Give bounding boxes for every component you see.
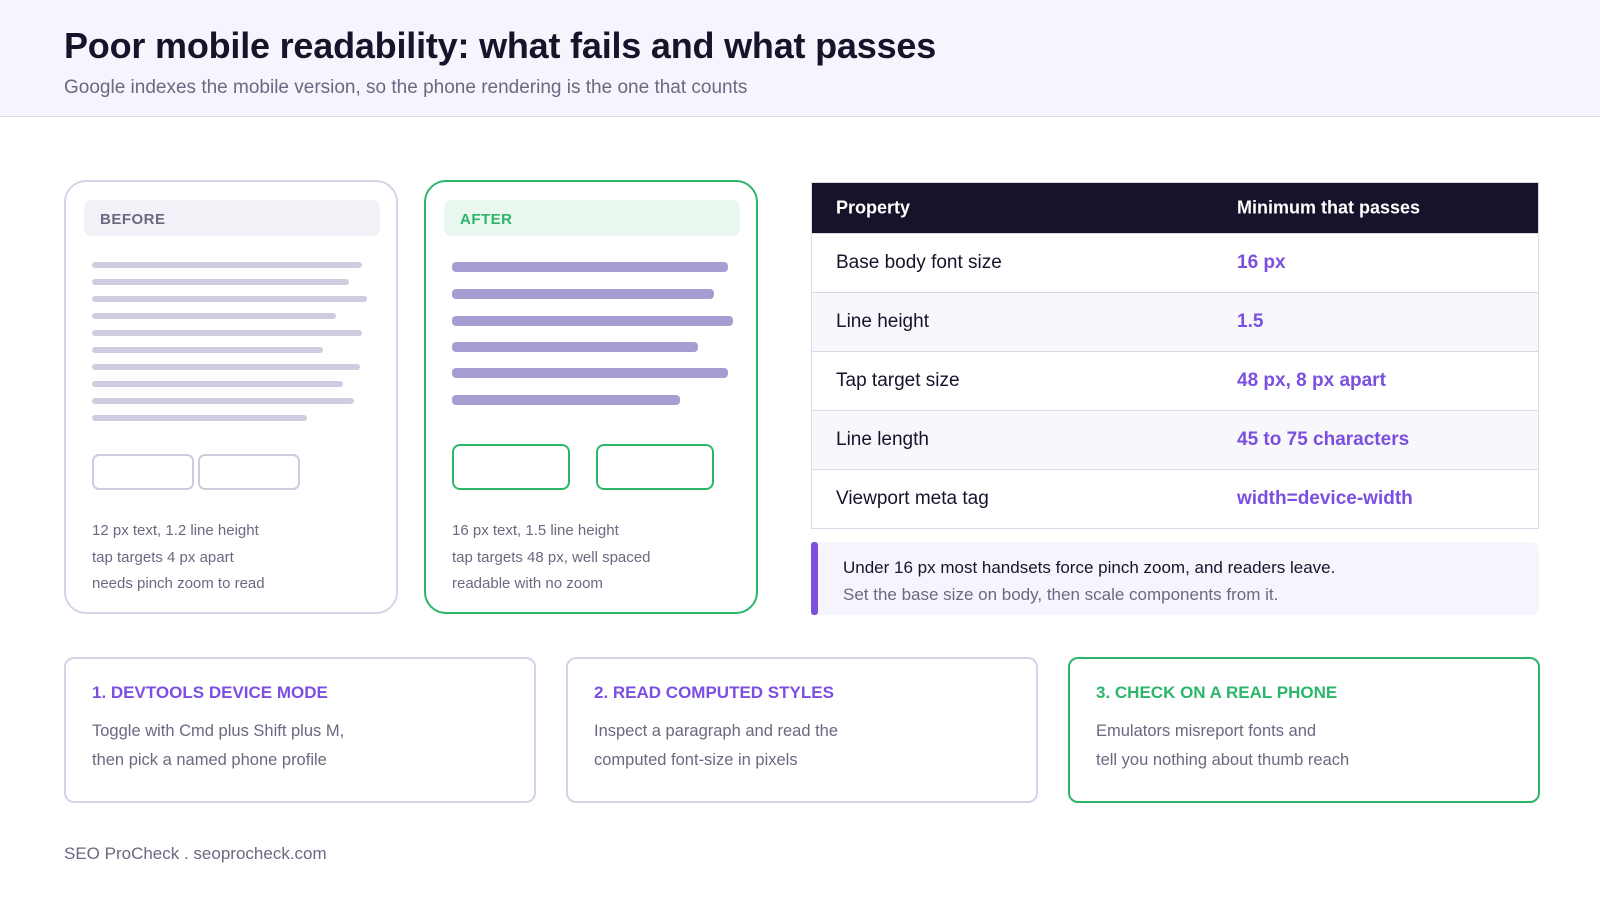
text-line-placeholder (92, 262, 362, 268)
property-cell: Line length (836, 429, 929, 450)
after-notes: 16 px text, 1.5 line height tap targets … (452, 518, 650, 598)
table-row: Tap target size 48 px, 8 px apart (812, 351, 1538, 410)
before-note: 12 px text, 1.2 line height (92, 522, 259, 539)
step-body-line: then pick a named phone profile (92, 751, 327, 769)
tap-target-placeholder (452, 444, 570, 490)
after-phone-mockup: AFTER 16 px text, 1.5 line height tap ta… (424, 180, 758, 614)
step-body: Emulators misreport fonts and tell you n… (1096, 717, 1349, 775)
text-line-placeholder (452, 368, 728, 378)
column-header-property: Property (836, 197, 911, 218)
minimum-cell: 48 px, 8 px apart (1237, 370, 1386, 391)
header: Poor mobile readability: what fails and … (0, 0, 1600, 117)
text-line-placeholder (452, 395, 680, 405)
minimum-cell: 1.5 (1237, 311, 1264, 332)
step-body: Toggle with Cmd plus Shift plus M, then … (92, 717, 344, 775)
step-card-devtools: 1. DEVTOOLS DEVICE MODE Toggle with Cmd … (64, 657, 536, 803)
minimum-cell: width=device-width (1237, 488, 1413, 509)
step-card-real-phone: 3. CHECK ON A REAL PHONE Emulators misre… (1068, 657, 1540, 803)
text-line-placeholder (92, 398, 354, 404)
minimum-cell: 16 px (1237, 252, 1286, 273)
requirements-table: Property Minimum that passes Base body f… (811, 182, 1539, 529)
property-cell: Base body font size (836, 252, 1002, 273)
callout-secondary-text: Set the base size on body, then scale co… (843, 585, 1279, 604)
footer-brand: SEO ProCheck . seoprocheck.com (64, 844, 327, 863)
step-title: 3. CHECK ON A REAL PHONE (1096, 683, 1338, 702)
text-line-placeholder (92, 313, 336, 319)
before-notes: 12 px text, 1.2 line height tap targets … (92, 518, 265, 598)
text-line-placeholder (452, 342, 698, 352)
step-body-line: tell you nothing about thumb reach (1096, 751, 1350, 769)
text-line-placeholder (452, 262, 728, 272)
text-line-placeholder (452, 289, 714, 299)
before-note: tap targets 4 px apart (92, 548, 234, 566)
property-cell: Tap target size (836, 370, 960, 391)
page-title: Poor mobile readability: what fails and … (64, 25, 937, 66)
step-title: 2. READ COMPUTED STYLES (594, 683, 834, 702)
step-body-line: Emulators misreport fonts and (1096, 722, 1317, 740)
tap-target-placeholder (596, 444, 714, 490)
text-line-placeholder (92, 296, 367, 302)
text-line-placeholder (92, 279, 349, 285)
text-line-placeholder (92, 347, 323, 353)
table-row: Line length 45 to 75 characters (812, 410, 1538, 469)
step-body: Inspect a paragraph and read the compute… (594, 717, 838, 775)
table-row: Viewport meta tag width=device-width (812, 469, 1538, 528)
text-line-placeholder (92, 330, 362, 336)
callout-primary-text: Under 16 px most handsets force pinch zo… (843, 558, 1336, 577)
tip-callout: Under 16 px most handsets force pinch zo… (811, 542, 1539, 615)
after-note: 16 px text, 1.5 line height (452, 522, 619, 539)
before-note: needs pinch zoom to read (92, 575, 265, 592)
step-title: 1. DEVTOOLS DEVICE MODE (92, 683, 328, 702)
page-subtitle: Google indexes the mobile version, so th… (64, 77, 748, 98)
step-body-line: Inspect a paragraph and read the (594, 722, 839, 740)
text-line-placeholder (92, 364, 360, 370)
after-label: AFTER (444, 200, 740, 236)
property-cell: Line height (836, 311, 929, 332)
step-body-line: Toggle with Cmd plus Shift plus M, (92, 722, 345, 740)
table-row: Base body font size 16 px (812, 233, 1538, 292)
step-body-line: computed font-size in pixels (594, 751, 798, 769)
minimum-cell: 45 to 75 characters (1237, 429, 1410, 450)
table-header-row: Property Minimum that passes (812, 183, 1538, 233)
callout-accent-bar (811, 542, 818, 615)
column-header-minimum: Minimum that passes (1237, 197, 1421, 218)
step-card-computed-styles: 2. READ COMPUTED STYLES Inspect a paragr… (566, 657, 1038, 803)
property-cell: Viewport meta tag (836, 488, 989, 509)
text-line-placeholder (92, 381, 343, 387)
after-note: tap targets 48 px, well spaced (452, 548, 651, 566)
before-label: BEFORE (84, 200, 380, 236)
text-line-placeholder (452, 316, 733, 326)
before-phone-mockup: BEFORE 12 px text, 1.2 line height tap t… (64, 180, 398, 614)
tap-target-placeholder (92, 454, 194, 490)
text-line-placeholder (92, 415, 307, 421)
tap-target-placeholder (198, 454, 300, 490)
after-note: readable with no zoom (452, 575, 603, 592)
table-row: Line height 1.5 (812, 292, 1538, 351)
